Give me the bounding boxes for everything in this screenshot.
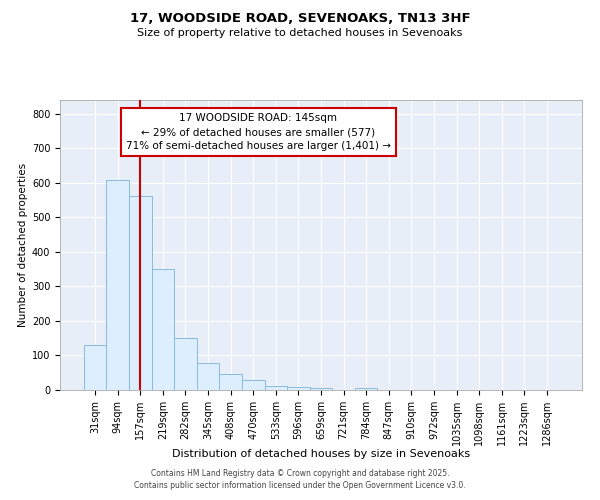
Text: Size of property relative to detached houses in Sevenoaks: Size of property relative to detached ho… [137,28,463,38]
Text: 17, WOODSIDE ROAD, SEVENOAKS, TN13 3HF: 17, WOODSIDE ROAD, SEVENOAKS, TN13 3HF [130,12,470,26]
Bar [310,388,332,390]
Bar [84,345,106,390]
Bar [106,180,129,390]
Bar [355,388,377,390]
Bar [152,269,174,390]
Bar [220,374,242,390]
Y-axis label: Number of detached properties: Number of detached properties [17,163,28,327]
Text: 17 WOODSIDE ROAD: 145sqm
← 29% of detached houses are smaller (577)
71% of semi-: 17 WOODSIDE ROAD: 145sqm ← 29% of detach… [126,113,391,151]
Text: Contains public sector information licensed under the Open Government Licence v3: Contains public sector information licen… [134,481,466,490]
Bar [174,338,197,390]
Bar [242,380,265,390]
Text: Contains HM Land Registry data © Crown copyright and database right 2025.: Contains HM Land Registry data © Crown c… [151,468,449,477]
Bar [265,386,287,390]
Bar [287,386,310,390]
X-axis label: Distribution of detached houses by size in Sevenoaks: Distribution of detached houses by size … [172,450,470,460]
Bar [197,363,220,390]
Bar [129,196,152,390]
